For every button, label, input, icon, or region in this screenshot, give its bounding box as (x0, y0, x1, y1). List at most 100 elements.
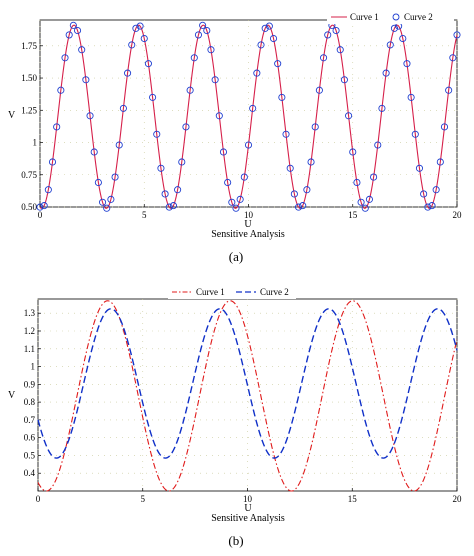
panel-b-ytick-label-8: 1.2 (24, 326, 35, 336)
panel-a-series-curve-2-point-91 (415, 164, 424, 172)
panel-b-ticks: 0 5 10 15 20 0.4 0.5 0.6 0.7 0.8 0.9 1 1.1 1.2 1.3 (24, 308, 462, 504)
panel-a-grid (39, 20, 458, 208)
panel-b-legend-label-curve-1: Curve 1 (196, 287, 225, 297)
panel-a-series-curve-2-point-53 (257, 41, 265, 49)
panel-a-series-curve-2-point-3 (48, 158, 57, 166)
panel-a-series-curve-2-point-29 (157, 164, 165, 172)
panel-a-series-curve-2-point-96 (436, 158, 444, 166)
panel-a-series-curve-2-point-23 (132, 24, 140, 32)
panel-a-x-axis-label: U (244, 219, 252, 230)
panel-b-grid (37, 299, 458, 491)
panel-a-series-curve-2-point-84 (386, 41, 394, 49)
panel-a-series-curve-2-point-44 (219, 148, 228, 156)
panel-b-ytick-label-7: 1.1 (24, 344, 35, 354)
panel-a-series-curve-2-point-64 (303, 186, 311, 194)
panel-a-series-curve-2-point-63 (299, 202, 307, 210)
panel-a-legend-box (327, 10, 454, 24)
panel-a-series-curve-2-point-69 (324, 31, 332, 39)
panel-a-series-curve-2-point-27 (149, 93, 157, 101)
panel-a-series-curve-2-point-87 (399, 34, 407, 43)
panel-a-series-curve-2-point-81 (374, 141, 382, 149)
panel-a-series-curve-2-point-59 (282, 130, 290, 138)
panel-a-series-curve-2-point-88 (403, 60, 411, 68)
panel-a-series-curve-2-point-2 (44, 186, 52, 194)
panel-a-ytick-label-5: 1.75 (21, 41, 37, 51)
panel-a-series-curve-2-point-33 (174, 186, 182, 194)
panel-a-series-curve-2-point-39 (199, 21, 207, 29)
panel-b-ytick-label-3: 0.7 (24, 415, 36, 425)
panel-b-xtick-label-0: 0 (36, 494, 41, 504)
panel-a-series-curve-2-point-90 (411, 130, 419, 138)
panel-a-series-curve-2-point-47 (232, 204, 240, 212)
panel-a-series-curve-2-point-77 (357, 198, 365, 206)
panel-a-series-curve-2-point-28 (153, 130, 161, 138)
panel-a-series-curve-2-point-50 (244, 141, 253, 149)
panel-a-series-curve-2-point-4 (53, 123, 61, 131)
panel-a-xtick-label-0: 0 (38, 210, 43, 220)
panel-a-series-curve-2-point-83 (382, 69, 390, 77)
panel-a-series-curve-2-point-82 (378, 104, 386, 112)
panel-a-legend: Curve 1 Curve 2 (327, 10, 454, 24)
panel-b-ytick-label-4: 0.8 (24, 397, 36, 407)
panel-a-xtick-label-2: 10 (244, 210, 254, 220)
panel-a-series-curve-2-point-89 (407, 93, 415, 101)
panel-a-series-curve-2-point-99 (449, 54, 457, 62)
panel-a-series-curve-2-point-46 (228, 198, 236, 206)
panel-a-series-curve-2-point-35 (182, 123, 190, 131)
panel-a-subtitle: Sensitive Analysis (211, 229, 285, 240)
panel-a-series-curve-2-point-19 (115, 141, 123, 149)
panel-a-series-curve-2-point-20 (119, 104, 127, 112)
panel-b-legend: Curve 1 Curve 2 (168, 285, 296, 299)
panel-a-series-curve-2-point-37 (190, 54, 198, 62)
panel-a-ytick-label-4: 1.50 (21, 73, 37, 83)
panel-a-ytick-label-0: 0.50 (21, 202, 37, 212)
panel-a-series-curve-2-point-17 (107, 195, 115, 203)
panel-a-series-curve-2-point-40 (203, 26, 211, 35)
panel-a-ytick-label-3: 1.25 (21, 105, 37, 115)
panel-a-series-curve-2-point-67 (315, 86, 323, 94)
panel-a-series-curve-2-point-11 (82, 76, 90, 84)
panel-a-series-curve-2-point-100 (453, 31, 461, 39)
panel-b-ytick-label-0: 0.4 (24, 468, 36, 478)
panel-b-xtick-label-1: 5 (141, 494, 146, 504)
panel-a-series-curve-2-point-73 (340, 76, 348, 84)
panel-a-series-curve-2-point-57 (274, 60, 282, 68)
panel-a-series-curve-2-point-58 (278, 93, 286, 101)
panel-a-series-curve-2-point-22 (128, 41, 136, 49)
panel-a-xtick-label-4: 20 (453, 210, 463, 220)
panel-a-series-curve-2-point-1 (40, 202, 48, 210)
panel-a-series-curve-2-point-41 (207, 46, 215, 54)
panel-a-series-curve-2-point-21 (124, 69, 132, 77)
panel-a-series-curve-2-point-26 (144, 60, 152, 68)
panel-a-series-curve-2-point-75 (349, 148, 357, 156)
panel-b-legend-box (168, 285, 296, 299)
panel-a-series-curve-2-point-6 (61, 54, 69, 62)
panel-b-series-curve-1-line (37, 300, 458, 492)
panel-a-series-curve-2-point-32 (169, 202, 177, 210)
panel-a-series-curve-2-point-12 (86, 112, 94, 120)
panel-a-series-curve-2-point-68 (320, 54, 328, 62)
panel-a-series-curve-2-point-42 (211, 76, 219, 84)
panel-a-ytick-label-2: 1 (33, 138, 38, 148)
panel-a-series-curve-2-point-85 (390, 24, 399, 32)
panel-a-legend-label-curve-2: Curve 2 (404, 12, 433, 22)
panel-b-xtick-label-4: 20 (453, 494, 463, 504)
panel-a-series-curve-2-point-10 (78, 46, 86, 54)
panel-a-series (36, 21, 461, 212)
panel-b-caption: (b) (228, 533, 243, 548)
panel-a-series-curve-2-point-5 (57, 86, 65, 94)
panel-a-series-curve-2-point-36 (186, 86, 194, 94)
panel-a-series-curve-2-point-45 (224, 178, 232, 186)
panel-a-series-curve-2-point-48 (236, 195, 244, 203)
panel-a-series-curve-2-point-93 (424, 203, 432, 211)
panel-a-series-curve-2-point-72 (336, 46, 344, 54)
panel-a-ticks: 0 5 10 15 20 0.50 0.75 1 1.25 1.50 1.75 (21, 41, 462, 220)
panel-b-ytick-label-2: 0.6 (24, 433, 36, 443)
panel-a-xtick-label-1: 5 (142, 210, 147, 220)
panel-a-series-curve-2-point-76 (353, 178, 361, 186)
panel-a-y-axis-label: V (8, 110, 16, 121)
panel-a-ytick-label-1: 0.75 (21, 170, 37, 180)
panel-a-legend-swatch-curve-2 (392, 13, 400, 21)
panel-a-series-curve-2-point-94 (428, 202, 436, 210)
